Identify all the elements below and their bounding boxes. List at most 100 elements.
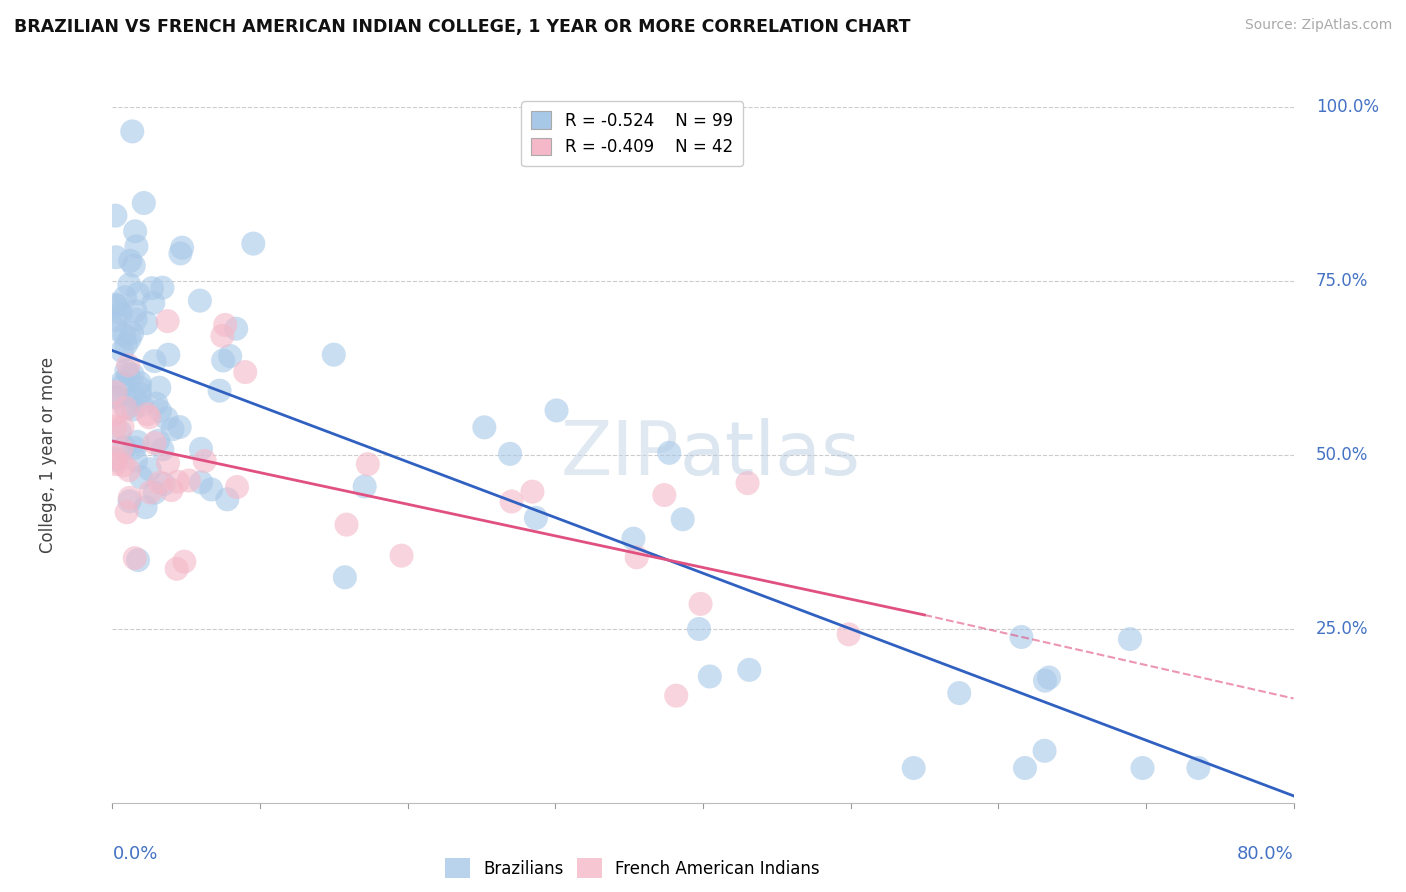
Point <box>148 381 170 395</box>
Point <box>156 314 179 328</box>
Point <box>104 452 127 467</box>
Point <box>129 470 152 484</box>
Point <box>129 387 152 401</box>
Point <box>172 241 194 255</box>
Point <box>128 376 150 390</box>
Point <box>115 364 138 378</box>
Point <box>1119 632 1142 646</box>
Point <box>1033 673 1056 688</box>
Point <box>903 761 925 775</box>
Point <box>233 365 256 379</box>
Point <box>948 686 970 700</box>
Point <box>104 385 127 400</box>
Point <box>135 316 157 330</box>
Point <box>124 551 146 566</box>
Point <box>121 326 143 340</box>
Point <box>335 517 357 532</box>
Point <box>188 293 211 308</box>
Point <box>169 246 191 260</box>
Text: 50.0%: 50.0% <box>1316 446 1368 464</box>
Point <box>104 209 127 223</box>
Point <box>152 281 174 295</box>
Point <box>135 500 157 515</box>
Point <box>169 420 191 434</box>
Point <box>200 483 222 497</box>
Point <box>1132 761 1154 775</box>
Point <box>118 491 141 505</box>
Point <box>322 348 344 362</box>
Point <box>107 299 129 313</box>
Point <box>160 483 183 497</box>
Point <box>391 549 413 563</box>
Point <box>115 505 138 519</box>
Point <box>157 348 180 362</box>
Point <box>114 290 136 304</box>
Point <box>672 512 695 526</box>
Point <box>149 404 172 418</box>
Point <box>522 484 544 499</box>
Point <box>688 622 710 636</box>
Point <box>127 434 149 449</box>
Point <box>226 480 249 494</box>
Point <box>1038 671 1060 685</box>
Point <box>150 442 173 457</box>
Point <box>104 419 127 434</box>
Point <box>111 344 134 359</box>
Point <box>699 669 721 683</box>
Point <box>166 562 188 576</box>
Point <box>124 304 146 318</box>
Point <box>131 398 153 412</box>
Point <box>110 376 132 390</box>
Point <box>115 401 138 416</box>
Point <box>626 550 648 565</box>
Point <box>524 511 547 525</box>
Point <box>623 532 645 546</box>
Point <box>143 485 166 500</box>
Point <box>145 397 167 411</box>
Point <box>654 488 676 502</box>
Point <box>125 239 148 253</box>
Text: ZIP: ZIP <box>561 418 679 491</box>
Point <box>689 597 711 611</box>
Point <box>212 353 235 368</box>
Point <box>152 477 174 491</box>
Text: atlas: atlas <box>679 418 860 491</box>
Point <box>225 322 247 336</box>
Point <box>501 494 523 508</box>
Point <box>120 253 142 268</box>
Point <box>124 224 146 238</box>
Point <box>472 420 495 434</box>
Point <box>1187 761 1209 775</box>
Point <box>217 492 239 507</box>
Point <box>737 476 759 491</box>
Point <box>127 553 149 567</box>
Point <box>138 462 160 476</box>
Point <box>111 419 134 434</box>
Text: 100.0%: 100.0% <box>1316 98 1379 116</box>
Point <box>104 321 127 335</box>
Point <box>105 250 128 264</box>
Point <box>1033 744 1056 758</box>
Point <box>107 390 129 404</box>
Point <box>333 570 356 584</box>
Legend: Brazilians, French American Indians: Brazilians, French American Indians <box>439 851 827 885</box>
Point <box>108 425 131 439</box>
Point <box>117 358 139 372</box>
Text: 75.0%: 75.0% <box>1316 272 1368 290</box>
Point <box>143 436 166 450</box>
Point <box>1014 761 1036 775</box>
Point <box>124 391 146 405</box>
Text: College, 1 year or more: College, 1 year or more <box>38 357 56 553</box>
Point <box>112 440 135 454</box>
Point <box>194 454 217 468</box>
Point <box>142 295 165 310</box>
Point <box>118 494 141 508</box>
Point <box>114 401 136 415</box>
Point <box>112 458 135 473</box>
Point <box>132 196 155 211</box>
Point <box>155 411 177 425</box>
Point <box>111 379 134 393</box>
Point <box>838 627 860 641</box>
Point <box>110 306 132 320</box>
Point <box>125 312 148 326</box>
